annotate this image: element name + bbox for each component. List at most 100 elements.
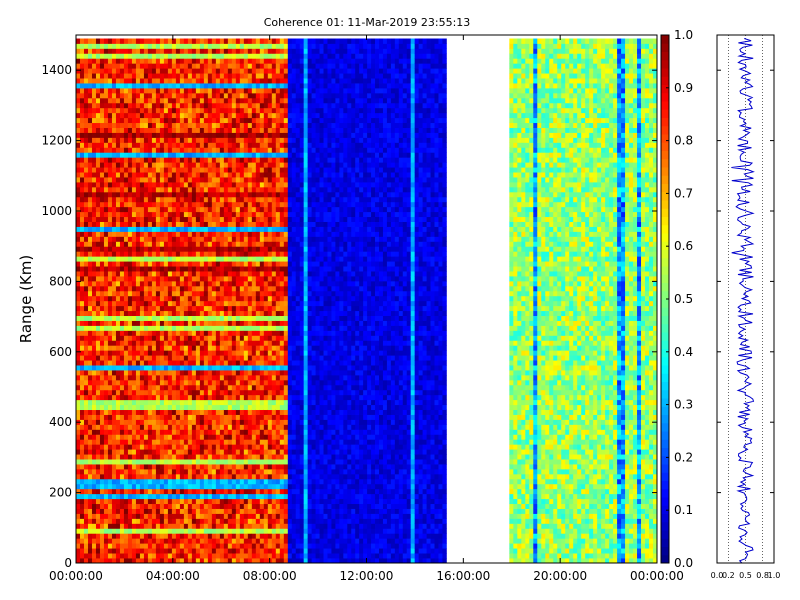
- heatmap-cell: [111, 68, 117, 74]
- heatmap-cell: [179, 147, 185, 153]
- heatmap-cell: [171, 478, 177, 485]
- heatmap-cell: [143, 429, 149, 435]
- heatmap-cell: [211, 295, 217, 302]
- heatmap-cell: [159, 548, 165, 554]
- heatmap-cell: [243, 389, 249, 396]
- heatmap-cell: [111, 142, 117, 148]
- heatmap-cell: [127, 360, 133, 366]
- heatmap-cell: [76, 241, 81, 247]
- heatmap-cell: [119, 48, 125, 54]
- heatmap-cell: [99, 300, 105, 307]
- heatmap-cell: [103, 350, 109, 356]
- heatmap-cell: [127, 112, 133, 119]
- heatmap-cell: [219, 325, 225, 331]
- heatmap-cell: [135, 117, 141, 124]
- heatmap-cell: [99, 444, 105, 450]
- heatmap-cell: [251, 246, 257, 252]
- heatmap-cell: [95, 122, 101, 128]
- heatmap-cell: [187, 488, 193, 495]
- heatmap-cell: [223, 370, 229, 376]
- heatmap-cell: [247, 305, 253, 312]
- heatmap-cell: [255, 478, 261, 485]
- heatmap-cell: [231, 172, 237, 178]
- heatmap-cell: [191, 439, 197, 445]
- heatmap-cell: [203, 256, 209, 262]
- heatmap-cell: [179, 92, 185, 99]
- heatmap-cell: [123, 157, 129, 163]
- heatmap-cell: [227, 508, 233, 514]
- heatmap-cell: [239, 543, 245, 549]
- heatmap-cell: [215, 374, 221, 381]
- heatmap-cell: [135, 493, 141, 500]
- heatmap-cell: [231, 320, 237, 326]
- heatmap-cell: [235, 63, 241, 69]
- heatmap-cell: [167, 340, 173, 346]
- heatmap-cell: [255, 43, 261, 49]
- heatmap-cell: [135, 429, 141, 435]
- heatmap-cell: [179, 117, 185, 124]
- heatmap-cell: [119, 191, 125, 198]
- heatmap-cell: [83, 88, 89, 94]
- heatmap-cell: [127, 290, 133, 297]
- heatmap-cell: [251, 186, 257, 193]
- heatmap-cell: [131, 379, 137, 386]
- heatmap-cell: [167, 167, 173, 173]
- heatmap-cell: [139, 162, 145, 168]
- heatmap-cell: [163, 454, 169, 460]
- heatmap-cell: [235, 78, 241, 84]
- heatmap-cell: [179, 132, 185, 138]
- heatmap-cell: [115, 419, 121, 425]
- heatmap-cell: [199, 73, 205, 79]
- heatmap-cell: [259, 305, 265, 312]
- heatmap-cell: [247, 63, 253, 69]
- heatmap-cell: [143, 256, 149, 262]
- heatmap-cell: [107, 513, 113, 519]
- heatmap-cell: [76, 394, 81, 401]
- heatmap-cell: [239, 414, 245, 420]
- heatmap-cell: [147, 548, 153, 554]
- heatmap-cell: [115, 468, 121, 475]
- heatmap-cell: [115, 152, 121, 158]
- heatmap-cell: [175, 241, 181, 247]
- heatmap-cell: [167, 216, 173, 222]
- heatmap-cell: [135, 236, 141, 242]
- heatmap-cell: [235, 246, 241, 252]
- heatmap-cell: [103, 48, 109, 54]
- heatmap-cell: [139, 538, 145, 544]
- heatmap-cell: [87, 88, 93, 94]
- heatmap-cell: [235, 533, 241, 539]
- heatmap-cell: [191, 384, 197, 391]
- heatmap-cell: [115, 345, 121, 351]
- heatmap-cell: [231, 261, 237, 267]
- heatmap-cell: [80, 404, 85, 411]
- heatmap-cell: [203, 216, 209, 222]
- heatmap-cell: [219, 305, 225, 312]
- heatmap-cell: [215, 419, 221, 425]
- heatmap-cell: [143, 523, 149, 529]
- heatmap-cell: [183, 167, 189, 173]
- heatmap-cell: [215, 399, 221, 406]
- heatmap-cell: [247, 290, 253, 297]
- heatmap-cell: [167, 370, 173, 376]
- heatmap-cell: [243, 280, 249, 287]
- heatmap-cell: [223, 251, 229, 257]
- heatmap-cell: [227, 439, 233, 445]
- heatmap-cell: [167, 191, 173, 198]
- heatmap-cell: [83, 43, 89, 49]
- heatmap-cell: [131, 58, 137, 64]
- heatmap-cell: [187, 548, 193, 554]
- heatmap-cell: [191, 414, 197, 420]
- heatmap-cell: [255, 345, 261, 351]
- heatmap-cell: [127, 285, 133, 292]
- heatmap-cell: [255, 182, 261, 188]
- heatmap-cell: [87, 360, 93, 366]
- heatmap-cell: [227, 285, 233, 292]
- heatmap-cell: [76, 449, 81, 455]
- heatmap-cell: [223, 261, 229, 267]
- heatmap-cell: [171, 384, 177, 391]
- heatmap-cell: [211, 360, 217, 366]
- heatmap-cell: [115, 513, 121, 519]
- heatmap-cell: [207, 543, 213, 549]
- heatmap-cell: [183, 533, 189, 539]
- heatmap-cell: [139, 167, 145, 173]
